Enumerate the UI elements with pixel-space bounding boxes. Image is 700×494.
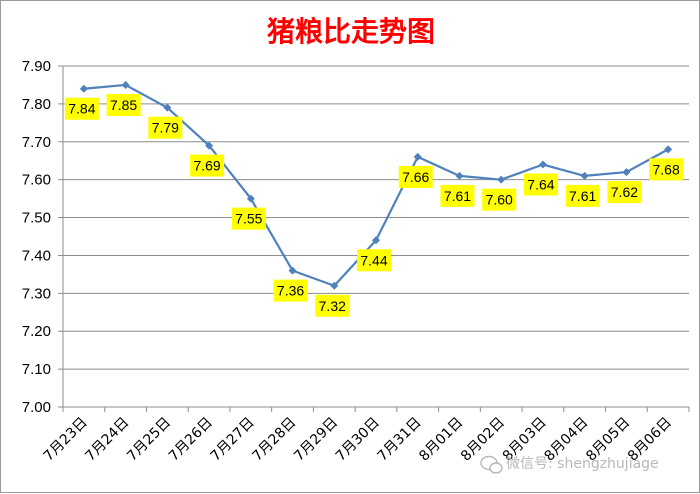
- data-label-bg: [273, 279, 308, 302]
- data-label-bg: [231, 207, 266, 230]
- data-label-text: 7.62: [611, 184, 638, 200]
- x-tick-label: 7月24日: [82, 415, 132, 465]
- data-label-text: 7.55: [235, 211, 262, 227]
- data-point: [79, 84, 88, 93]
- gridlines: [63, 65, 689, 370]
- axes: [58, 65, 690, 412]
- data-label-bg: [523, 173, 558, 196]
- data-point: [246, 194, 255, 203]
- data-label: 7.79: [148, 116, 183, 139]
- data-point: [538, 160, 547, 169]
- data-label-text: 7.61: [569, 188, 596, 204]
- data-labels: 7.84 7.85 7.79 7.69 7.55 7.36 7.32 7.44 7.66 7.61…: [64, 93, 684, 317]
- data-label-bg: [64, 97, 99, 120]
- y-tick-label: 7.30: [22, 285, 51, 302]
- y-tick-label: 7.90: [22, 58, 51, 75]
- data-label: 7.55: [231, 207, 266, 230]
- data-label-text: 7.68: [653, 161, 680, 177]
- x-tick-label: 7月26日: [166, 415, 216, 465]
- x-tick-label: 7月29日: [291, 415, 341, 465]
- data-label-bg: [649, 158, 684, 181]
- data-label: 7.61: [440, 184, 475, 207]
- data-point: [330, 281, 339, 290]
- y-tick-label: 7.10: [22, 361, 51, 378]
- y-tick-label: 7.80: [22, 96, 51, 113]
- data-label-text: 7.84: [68, 101, 95, 117]
- data-label-bg: [106, 93, 141, 116]
- x-tick-label: 7月25日: [124, 415, 174, 465]
- data-label: 7.44: [357, 249, 391, 272]
- data-label-text: 7.61: [444, 188, 471, 204]
- y-tick-label: 7.20: [22, 323, 51, 340]
- data-point: [622, 168, 631, 177]
- data-point: [497, 175, 506, 184]
- x-tick-label: 7月31日: [375, 415, 425, 465]
- data-label: 7.84: [64, 97, 99, 120]
- y-axis-ticks: 7.00 7.10 7.20 7.30 7.40 7.50 7.60 7.70 7.80 7.90: [22, 58, 51, 416]
- data-label-bg: [607, 181, 642, 204]
- data-label: 7.64: [523, 173, 558, 196]
- data-label-text: 7.36: [277, 283, 304, 299]
- data-label: 7.36: [273, 279, 308, 302]
- data-label-text: 7.66: [402, 169, 429, 185]
- data-label-text: 7.69: [193, 158, 220, 174]
- data-label-text: 7.85: [110, 97, 137, 113]
- data-point: [580, 171, 589, 180]
- data-point: [455, 171, 464, 180]
- data-label-bg: [440, 184, 475, 207]
- data-label: 7.62: [607, 181, 642, 204]
- x-tick-label: 7月30日: [333, 415, 383, 465]
- watermark-text: 微信号: shengzhujiage: [506, 456, 659, 472]
- data-point: [413, 152, 422, 161]
- y-tick-label: 7.60: [22, 172, 51, 189]
- y-tick-label: 7.00: [22, 399, 51, 416]
- data-label-text: 7.60: [486, 192, 513, 208]
- x-tick-label: 8月01日: [416, 415, 466, 465]
- data-point: [664, 145, 673, 154]
- chart-title: 猪粮比走势图: [267, 15, 435, 48]
- data-label-text: 7.32: [319, 298, 346, 314]
- data-label: 7.66: [398, 165, 433, 188]
- y-tick-label: 7.70: [22, 134, 51, 151]
- data-label: 7.61: [565, 184, 600, 207]
- data-point: [163, 103, 172, 112]
- x-tick-label: 7月28日: [249, 415, 299, 465]
- data-label: 7.60: [482, 188, 517, 211]
- x-tick-label: 8月02日: [458, 415, 508, 465]
- y-tick-label: 7.50: [22, 210, 51, 227]
- data-label-bg: [565, 184, 600, 207]
- data-label: 7.85: [106, 93, 141, 116]
- data-label-bg: [357, 249, 391, 272]
- data-label-bg: [315, 294, 350, 317]
- data-label-text: 7.79: [152, 120, 179, 136]
- data-label-bg: [190, 154, 225, 177]
- data-label-bg: [398, 165, 433, 188]
- y-tick-label: 7.40: [22, 247, 51, 264]
- data-label: 7.69: [190, 154, 225, 177]
- x-tick-label: 7月27日: [208, 415, 258, 465]
- data-point: [205, 141, 214, 150]
- data-point: [288, 266, 297, 275]
- data-label: 7.68: [649, 158, 684, 181]
- data-label-bg: [482, 188, 517, 211]
- data-label-bg: [148, 116, 183, 139]
- data-point: [372, 236, 380, 245]
- data-point: [121, 80, 130, 89]
- watermark: 微信号: shengzhujiage: [480, 455, 659, 474]
- data-label: 7.32: [315, 294, 350, 317]
- data-label-text: 7.44: [360, 252, 387, 268]
- x-tick-label: 7月23日: [41, 415, 91, 465]
- wechat-icon: [480, 455, 503, 474]
- data-label-text: 7.64: [527, 177, 554, 193]
